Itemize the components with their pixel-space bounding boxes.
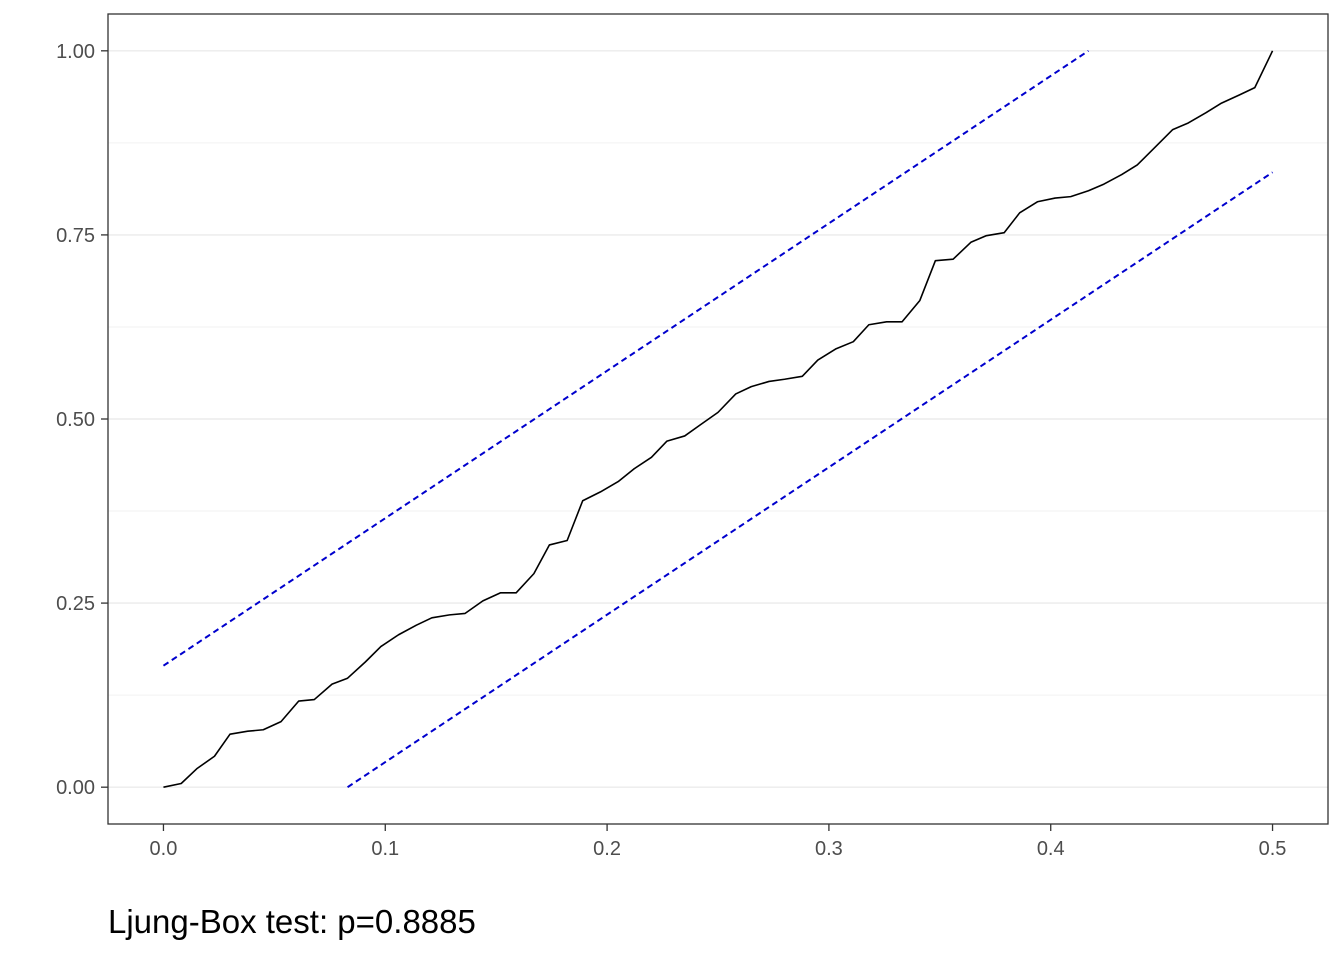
series-layer [162, 49, 1274, 789]
x-axis: 0.0 0.1 0.2 0.3 0.4 0.5 [150, 824, 1287, 860]
upper-confidence-bound-line [162, 49, 1089, 667]
major-gridlines [108, 50, 1328, 788]
ljung-box-caption: Ljung-Box test: p=0.8885 [108, 903, 476, 940]
y-tick-label: 1.00 [56, 41, 95, 63]
y-tick-label: 0.50 [56, 409, 95, 431]
cumulative-periodogram-line [163, 50, 1274, 788]
y-tick-label: 0.25 [56, 593, 95, 615]
x-tick-label: 0.0 [150, 838, 178, 860]
minor-gridlines [108, 142, 1328, 696]
y-tick-label: 0.75 [56, 225, 95, 247]
y-axis: 0.00 0.25 0.50 0.75 1.00 [56, 41, 108, 799]
x-tick-label: 0.2 [593, 838, 621, 860]
x-tick-label: 0.3 [815, 838, 843, 860]
x-tick-label: 0.1 [371, 838, 399, 860]
x-tick-label: 0.5 [1259, 838, 1287, 860]
x-tick-label: 0.4 [1037, 838, 1065, 860]
lower-confidence-bound-line [347, 171, 1274, 789]
y-tick-label: 0.00 [56, 777, 95, 799]
